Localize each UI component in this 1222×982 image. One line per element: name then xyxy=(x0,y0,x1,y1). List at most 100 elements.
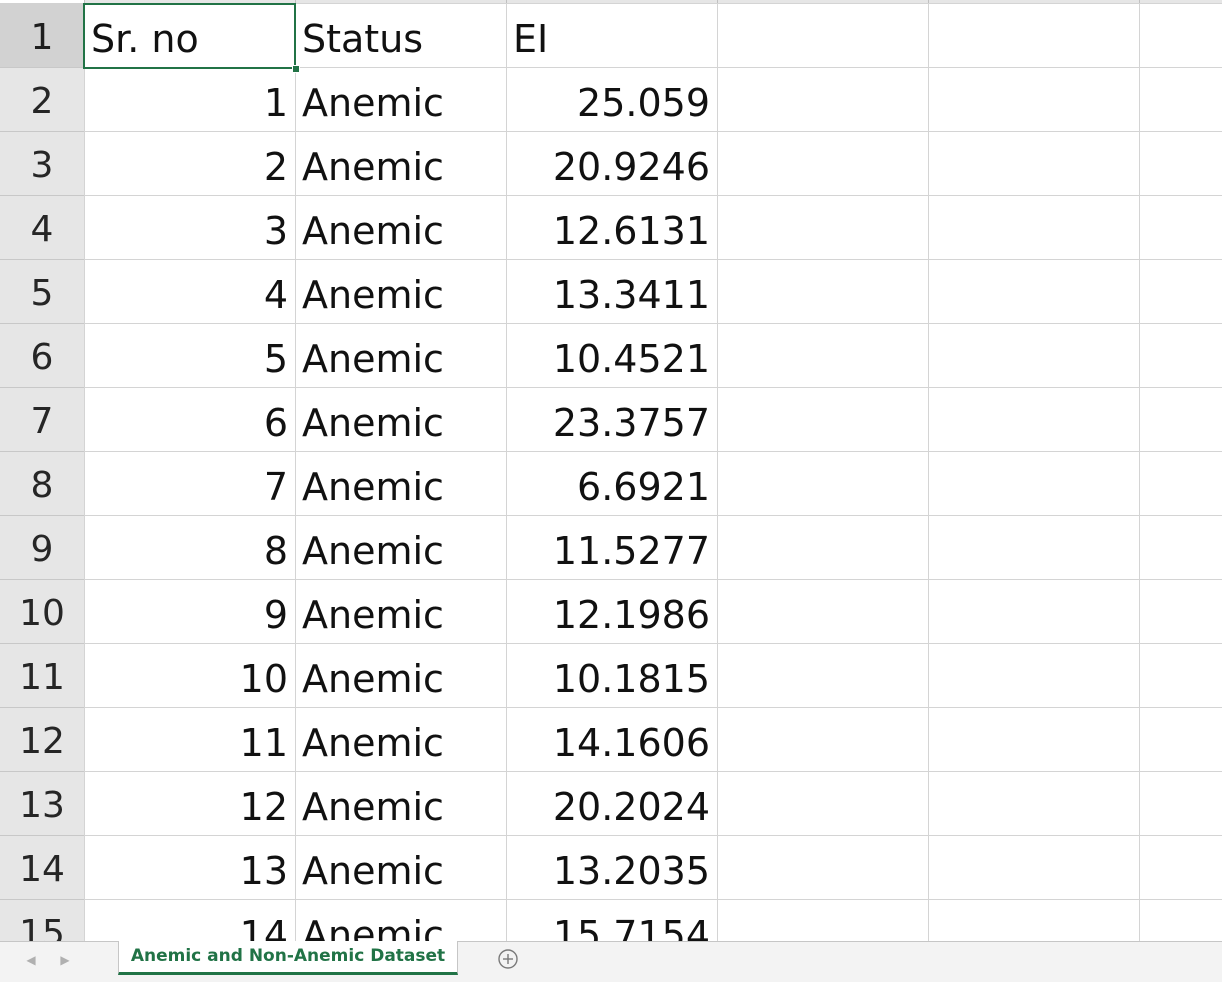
cell-c11[interactable]: 10.1815 xyxy=(552,657,710,701)
grid-line-vertical xyxy=(928,3,929,941)
row-header-separator xyxy=(0,899,84,900)
scroll-right-icon[interactable]: ▶ xyxy=(60,953,70,967)
row-header-separator xyxy=(0,451,84,452)
column-header-separator xyxy=(84,0,85,3)
row-header-11[interactable]: 11 xyxy=(19,657,65,698)
row-header-4[interactable]: 4 xyxy=(30,209,54,250)
cell-c7[interactable]: 23.3757 xyxy=(552,401,710,445)
cell-c1[interactable]: EI xyxy=(513,17,549,61)
row-header-1[interactable]: 1 xyxy=(0,3,84,67)
cell-a4[interactable]: 3 xyxy=(263,209,288,253)
cell-b2[interactable]: Anemic xyxy=(302,81,444,125)
cell-b9[interactable]: Anemic xyxy=(302,529,444,573)
row-header-15[interactable]: 15 xyxy=(19,913,65,941)
row-header-separator xyxy=(0,259,84,260)
row-header-separator xyxy=(0,515,84,516)
row-header-7[interactable]: 7 xyxy=(30,401,54,442)
row-header-14[interactable]: 14 xyxy=(19,849,65,890)
cell-a5[interactable]: 4 xyxy=(263,273,288,317)
column-header-separator xyxy=(506,0,507,3)
add-sheet-button[interactable] xyxy=(497,948,519,970)
grid-line-vertical xyxy=(506,3,507,941)
cell-a11[interactable]: 10 xyxy=(239,657,288,701)
row-header-3[interactable]: 3 xyxy=(30,145,54,186)
row-header-separator xyxy=(0,771,84,772)
cell-b10[interactable]: Anemic xyxy=(302,593,444,637)
row-header-separator xyxy=(0,835,84,836)
cell-a2[interactable]: 1 xyxy=(263,81,288,125)
cell-b15[interactable]: Anemic xyxy=(302,913,444,941)
cell-b7[interactable]: Anemic xyxy=(302,401,444,445)
cell-c5[interactable]: 13.3411 xyxy=(552,273,710,317)
cell-a14[interactable]: 13 xyxy=(239,849,288,893)
row-header-13[interactable]: 13 xyxy=(19,785,65,826)
cell-c6[interactable]: 10.4521 xyxy=(552,337,710,381)
cell-a13[interactable]: 12 xyxy=(239,785,288,829)
row-header-separator xyxy=(0,323,84,324)
scroll-left-icon[interactable]: ◀ xyxy=(26,953,36,967)
cell-b4[interactable]: Anemic xyxy=(302,209,444,253)
row-header-5[interactable]: 5 xyxy=(30,273,54,314)
grid-line-vertical xyxy=(717,3,718,941)
cell-a7[interactable]: 6 xyxy=(263,401,288,445)
cell-a6[interactable]: 5 xyxy=(263,337,288,381)
cell-c2[interactable]: 25.059 xyxy=(577,81,710,125)
column-header-strip xyxy=(84,0,1222,3)
cell-c10[interactable]: 12.1986 xyxy=(552,593,710,637)
cell-b12[interactable]: Anemic xyxy=(302,721,444,765)
plus-circle-icon xyxy=(498,949,518,969)
cell-c13[interactable]: 20.2024 xyxy=(552,785,710,829)
cell-a3[interactable]: 2 xyxy=(263,145,288,189)
cell-b5[interactable]: Anemic xyxy=(302,273,444,317)
row-header-10[interactable]: 10 xyxy=(19,593,65,634)
cell-b13[interactable]: Anemic xyxy=(302,785,444,829)
row-header-separator xyxy=(0,643,84,644)
cell-a15[interactable]: 14 xyxy=(239,913,288,941)
column-header-separator xyxy=(928,0,929,3)
grid-line-horizontal xyxy=(84,131,1222,132)
grid-line-vertical xyxy=(84,3,85,941)
cell-a8[interactable]: 7 xyxy=(263,465,288,509)
cell-c9[interactable]: 11.5277 xyxy=(552,529,710,573)
grid-line-horizontal xyxy=(84,707,1222,708)
cell-b8[interactable]: Anemic xyxy=(302,465,444,509)
cell-b11[interactable]: Anemic xyxy=(302,657,444,701)
cell-b6[interactable]: Anemic xyxy=(302,337,444,381)
grid-line-horizontal xyxy=(84,451,1222,452)
cell-a12[interactable]: 11 xyxy=(239,721,288,765)
cell-b14[interactable]: Anemic xyxy=(302,849,444,893)
grid-line-horizontal xyxy=(84,579,1222,580)
cell-a1[interactable]: Sr. no xyxy=(91,17,199,61)
row-header-column xyxy=(0,3,84,941)
column-header-separator xyxy=(1139,0,1140,3)
row-header-separator xyxy=(0,67,84,68)
cell-c4[interactable]: 12.6131 xyxy=(552,209,710,253)
cell-c3[interactable]: 20.9246 xyxy=(552,145,710,189)
grid-line-horizontal xyxy=(84,67,1222,68)
cell-c12[interactable]: 14.1606 xyxy=(552,721,710,765)
grid-line-horizontal xyxy=(84,643,1222,644)
row-header-9[interactable]: 9 xyxy=(30,529,54,570)
cell-a9[interactable]: 8 xyxy=(263,529,288,573)
cell-a10[interactable]: 9 xyxy=(263,593,288,637)
cell-b3[interactable]: Anemic xyxy=(302,145,444,189)
grid-line-horizontal xyxy=(84,195,1222,196)
row-header-separator xyxy=(0,195,84,196)
cell-c14[interactable]: 13.2035 xyxy=(552,849,710,893)
cell-b1[interactable]: Status xyxy=(302,17,424,61)
column-header-separator xyxy=(717,0,718,3)
grid-line-horizontal xyxy=(84,515,1222,516)
row-header-8[interactable]: 8 xyxy=(30,465,54,506)
row-header-2[interactable]: 2 xyxy=(30,81,54,122)
grid-line-vertical xyxy=(1139,3,1140,941)
cell-c8[interactable]: 6.6921 xyxy=(577,465,710,509)
row-header-12[interactable]: 12 xyxy=(19,721,65,762)
sheet-tab-bar: ◀ ▶ Anemic and Non-Anemic Dataset xyxy=(0,941,1222,982)
row-header-separator xyxy=(0,387,84,388)
spreadsheet-grid[interactable]: 1 2 3 4 5 6 7 8 9 10 11 12 13 14 15 Sr. no Status EI 1 Ane… xyxy=(0,0,1222,941)
grid-line-horizontal xyxy=(84,259,1222,260)
row-header-6[interactable]: 6 xyxy=(30,337,54,378)
cell-c15[interactable]: 15.7154 xyxy=(552,913,710,941)
fill-handle[interactable] xyxy=(292,65,300,73)
sheet-tab-anemic-dataset[interactable]: Anemic and Non-Anemic Dataset xyxy=(118,941,458,975)
